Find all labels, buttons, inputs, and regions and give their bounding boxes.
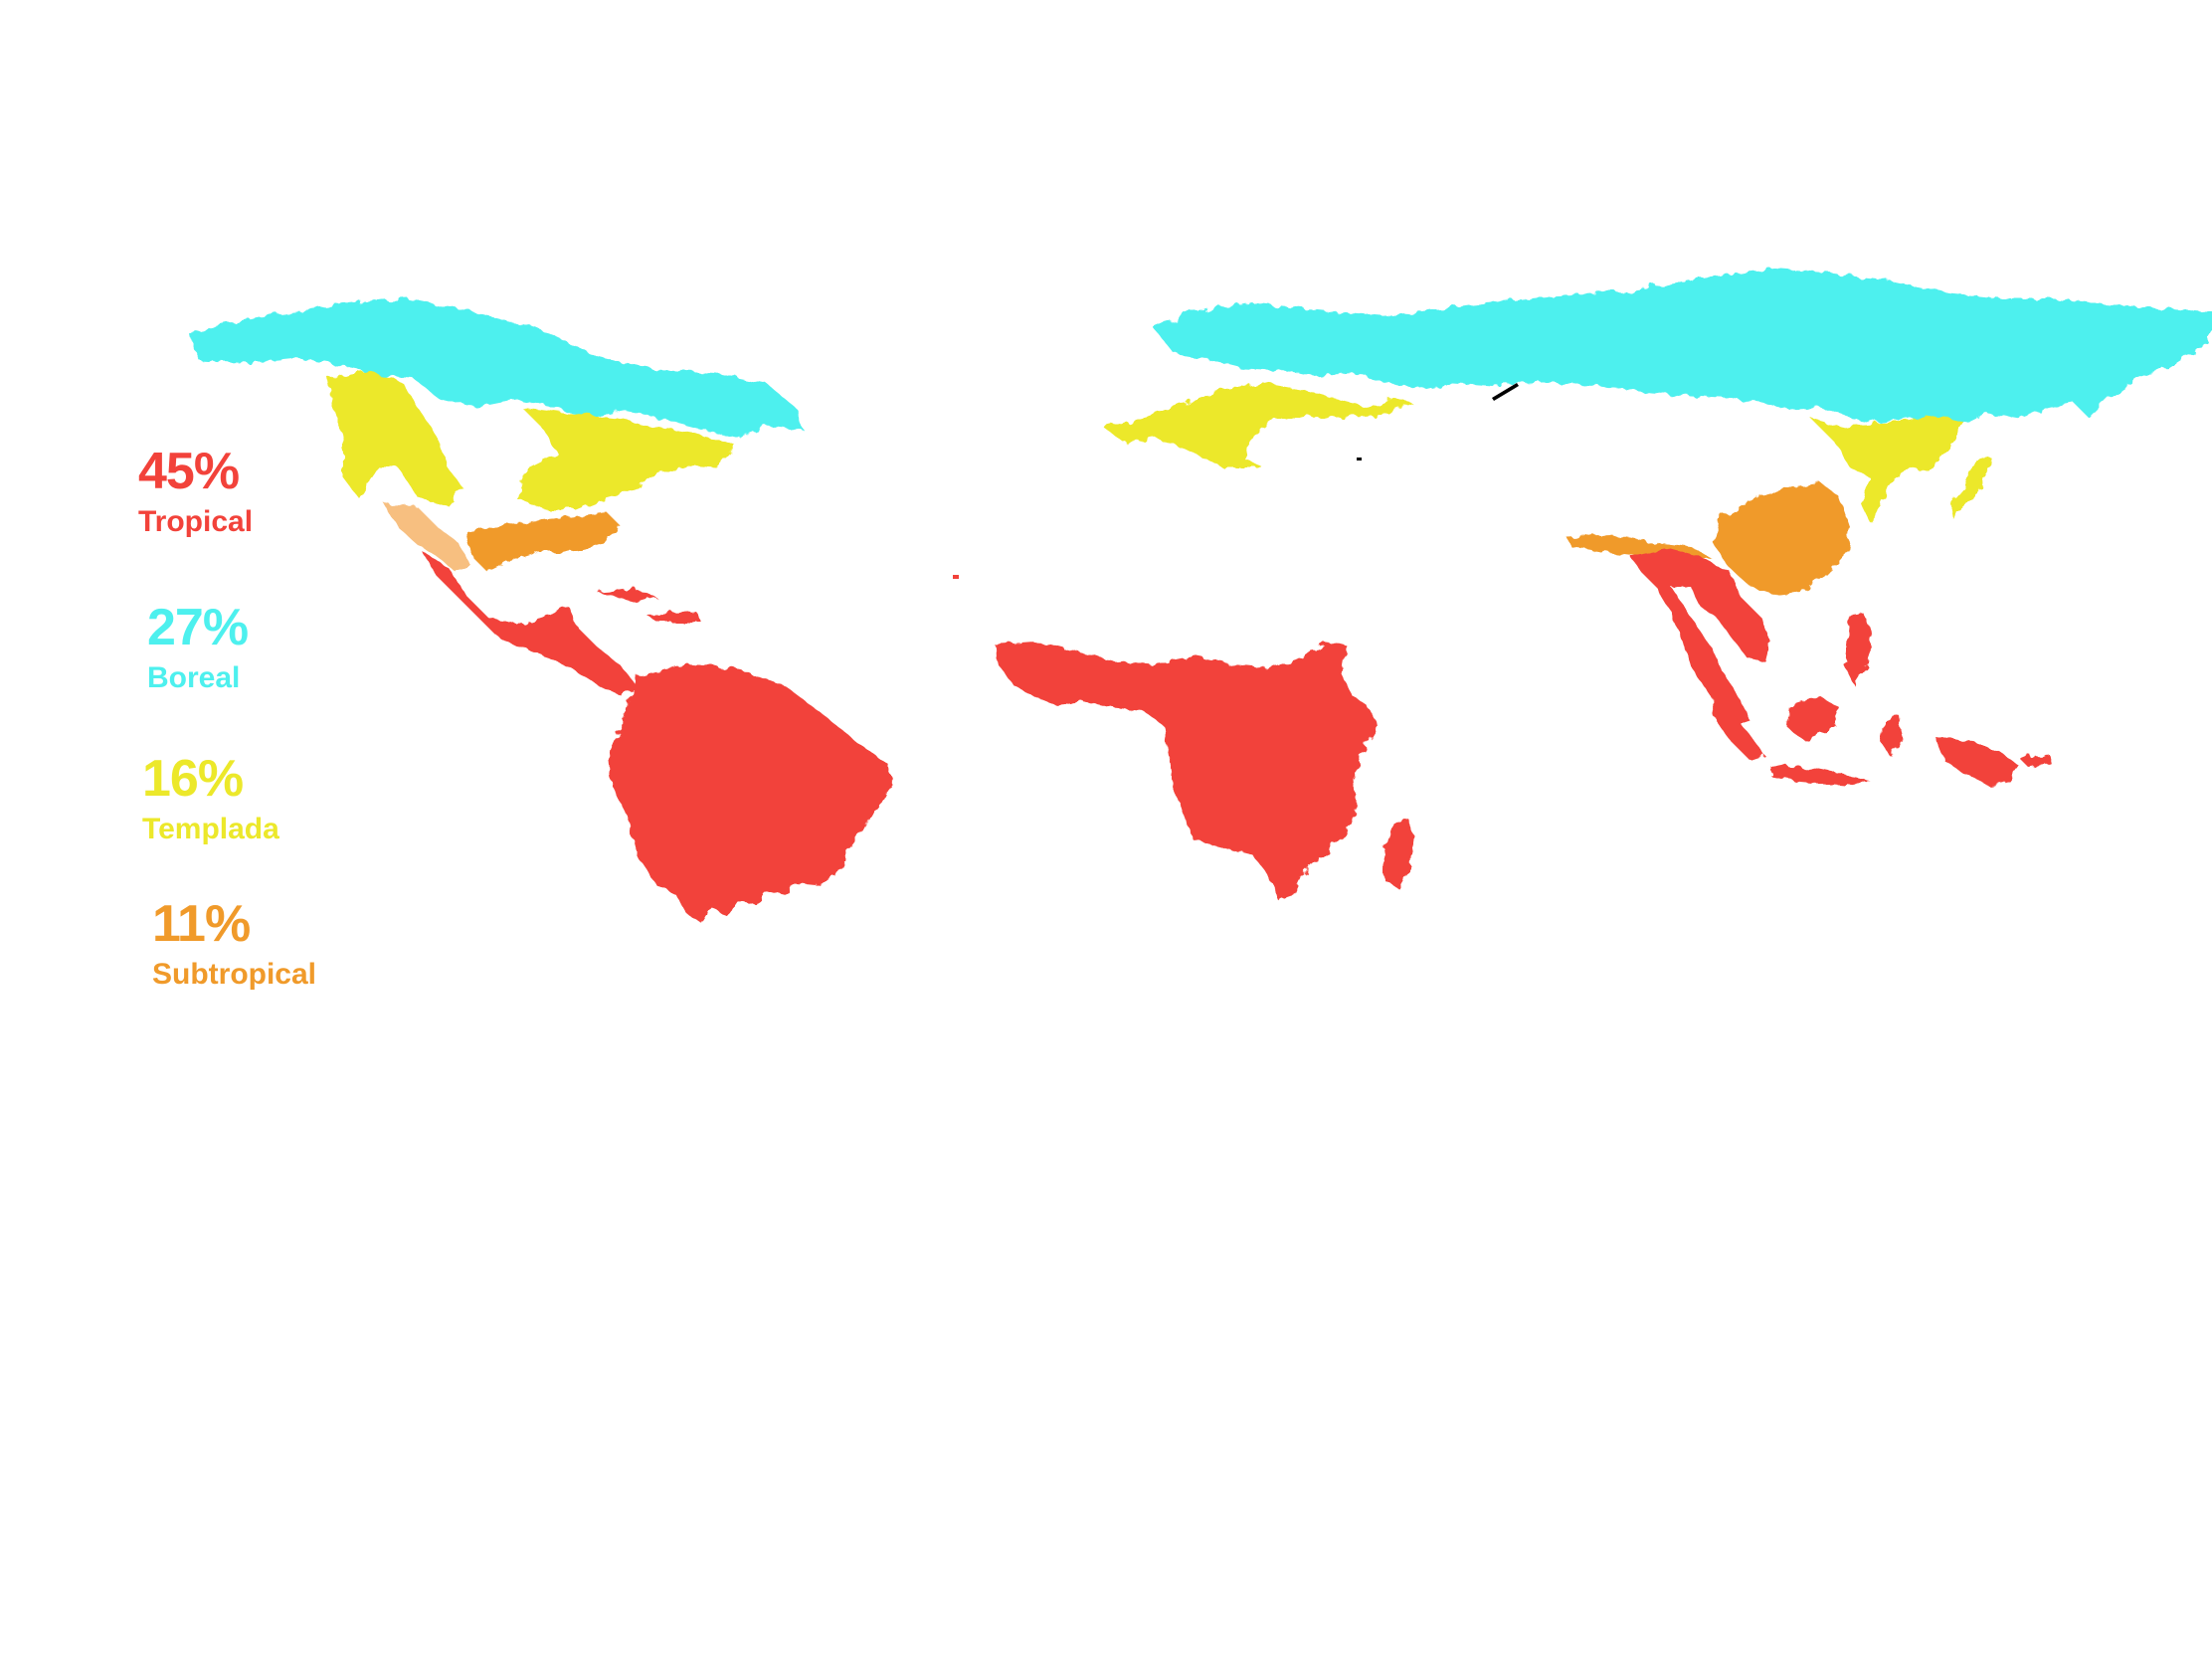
tropical-percent: 45% [138,443,240,500]
boreal-label: Boreal [147,661,241,694]
boreal-percent: 27% [147,599,249,656]
legend-templada: 16% Templada [142,753,279,846]
tropical-sulawesi [1880,716,1902,756]
tropical-new-guinea-east [2019,754,2051,768]
tropical-sumatra [1711,696,1765,761]
tropical-south-asia [1631,549,1770,726]
subtropical-north-america [383,502,472,572]
tropical-africa [995,642,1378,900]
subtropical-percent: 11% [152,895,251,953]
africa-forests [995,642,1414,900]
templada-north-america-west [328,370,462,505]
north-america-forests [189,298,804,696]
tropical-madagascar [1382,818,1414,887]
tropical-south-america [609,664,893,923]
tropical-philippines [1845,615,1872,686]
tropical-caribbean [597,589,701,622]
subtropical-label: Subtropical [152,958,317,991]
tropical-java [1770,766,1870,786]
legend-tropical: 45% Tropical [138,446,253,539]
subtropical-southeast-us [467,512,622,572]
templada-label: Templada [142,813,279,845]
legend-boreal: 27% Boreal [147,599,249,695]
south-america-forests [609,664,893,923]
subtropical-china [1713,482,1850,595]
templada-japan [1949,456,1991,517]
eurasia-forests [1104,269,2212,786]
legend-subtropical: 11% Subtropical [152,898,316,992]
boreal-eurasia [1154,269,2212,428]
tropical-borneo [1788,696,1840,741]
templada-north-america-east [517,408,736,509]
templada-percent: 16% [142,750,244,808]
boreal-north-america [189,298,804,438]
templada-europe [1104,383,1412,467]
tropical-new-guinea [1935,736,2019,786]
templada-east-asia [1810,416,1964,522]
tropical-label: Tropical [138,505,254,538]
map-specks [953,383,1519,579]
tropical-mesoamerica [423,552,637,696]
